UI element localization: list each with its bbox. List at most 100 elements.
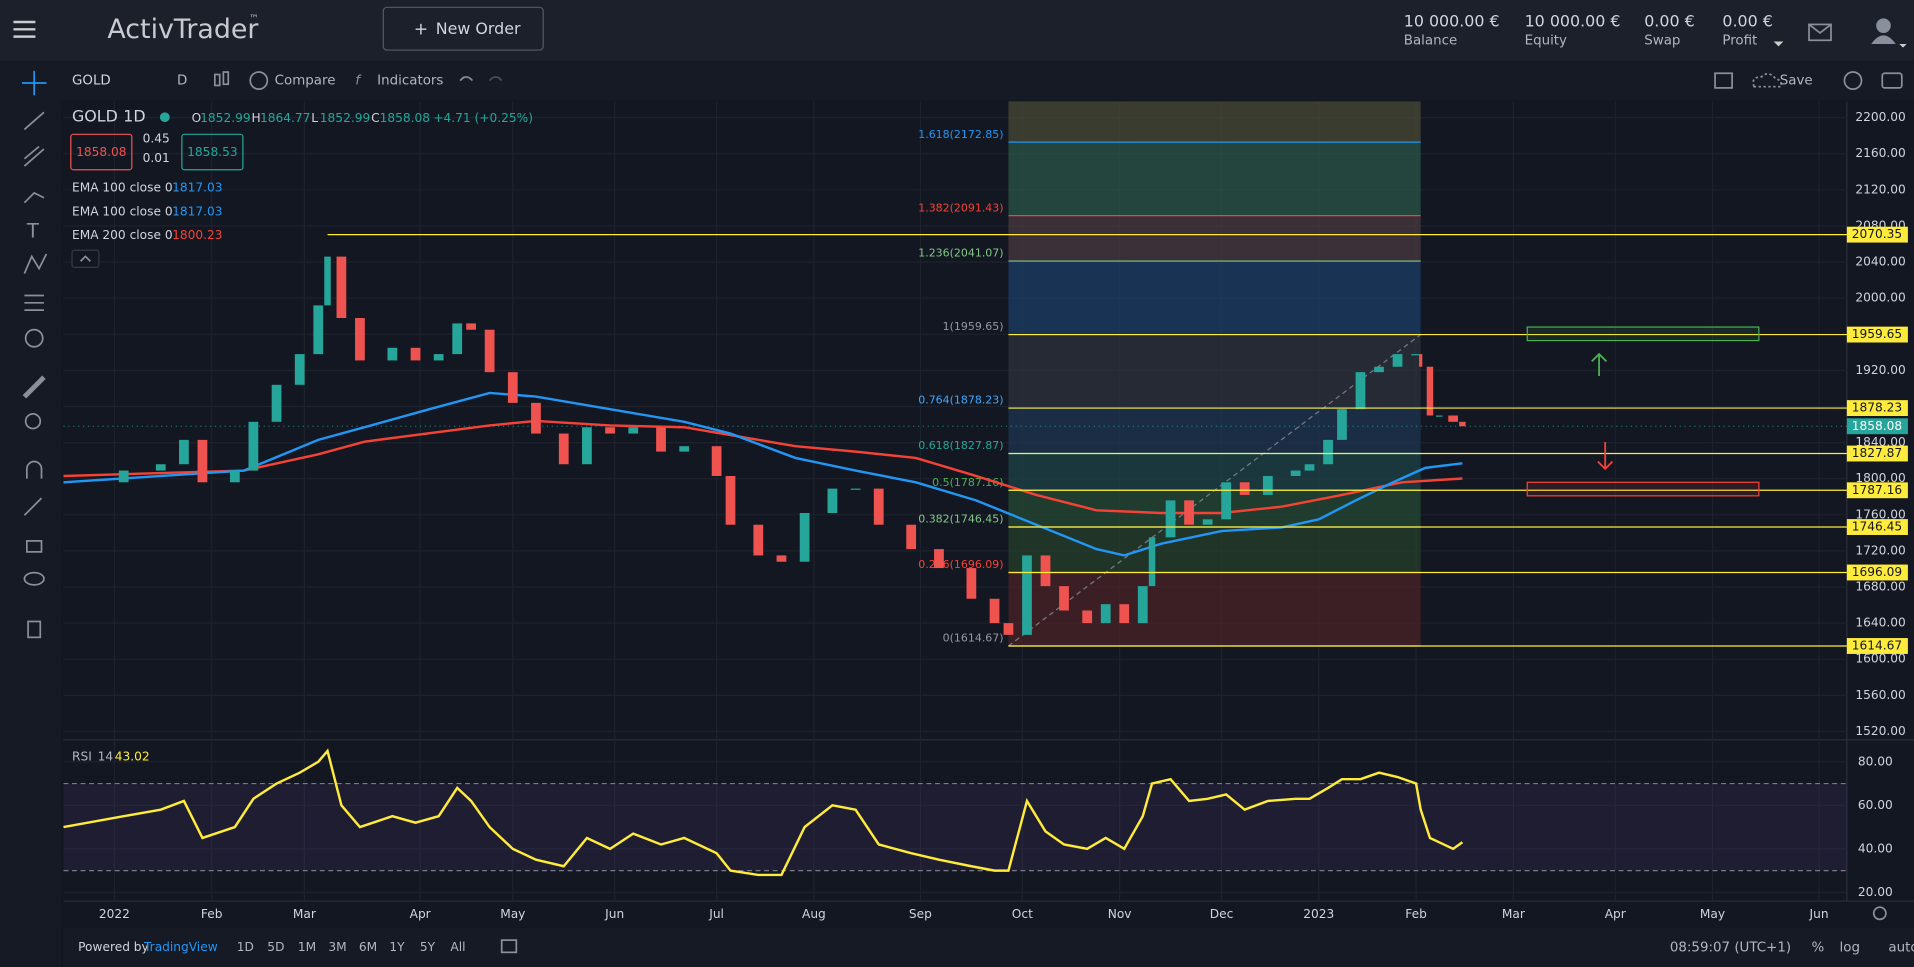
log-toggle[interactable]: log [1840, 940, 1860, 955]
price-tag [1846, 226, 1908, 243]
candle [679, 446, 690, 452]
candle [1059, 586, 1069, 611]
sell-box[interactable] [70, 133, 133, 171]
candle [336, 256, 347, 318]
new-order-button[interactable]: + New Order [382, 6, 544, 51]
interval-button[interactable]: D [177, 74, 187, 89]
x-tick-label: Nov [1108, 907, 1132, 921]
price-tag-label: 1959.65 [1852, 327, 1902, 341]
range-button[interactable]: 5D [267, 940, 284, 954]
candle [313, 305, 324, 355]
fullscreen[interactable] [1714, 72, 1733, 89]
compare-button[interactable]: Compare [275, 74, 336, 89]
redo[interactable] [488, 76, 503, 82]
candle [155, 464, 166, 471]
settings[interactable] [1843, 71, 1863, 90]
y-tick-label: 1720.00 [1855, 543, 1905, 557]
indicators-icon[interactable]: f [355, 74, 362, 89]
market-status [159, 112, 170, 123]
change: +4.71 (+0.25%) [433, 111, 533, 125]
candle [628, 427, 639, 434]
clock: 08:59:07 (UTC+1) [1670, 940, 1791, 955]
screenshot[interactable] [1881, 72, 1903, 89]
price-tag [1846, 326, 1908, 343]
compare-icon[interactable] [249, 71, 269, 90]
menu-icon[interactable] [13, 20, 36, 38]
x-tick-label: Oct [1012, 907, 1033, 921]
candle [966, 568, 977, 599]
y-tick-label: 1800.00 [1855, 471, 1905, 485]
sell-price[interactable]: 1858.08 [76, 145, 126, 159]
chart-style-icon[interactable] [213, 71, 230, 87]
avatar[interactable] [1871, 18, 1907, 48]
trademark: ™ [249, 13, 259, 24]
account-value: 10 000.00 € [1525, 11, 1621, 30]
candle [1003, 623, 1014, 635]
mail-icon[interactable] [1808, 23, 1832, 42]
spread: 0.45 [143, 132, 170, 146]
svg-text:T: T [26, 219, 39, 242]
symbol-input[interactable]: GOLD [72, 74, 111, 89]
range-button[interactable]: 1Y [389, 940, 405, 954]
tradingview-link[interactable]: TradingView [143, 940, 218, 954]
fib-label: 1.236(2041.07) [918, 247, 1003, 260]
indicators-button[interactable]: Indicators [377, 74, 443, 89]
candle [850, 488, 861, 490]
percent-toggle[interactable]: % [1811, 940, 1824, 955]
fib-label: 0(1614.67) [943, 632, 1004, 645]
fib-label: 0.236(1696.09) [918, 558, 1003, 571]
indicator-value: 1800.23 [172, 228, 222, 242]
ohlc-key: O [192, 111, 202, 125]
cloud-icon[interactable] [1752, 72, 1782, 88]
buy-price[interactable]: 1858.53 [187, 145, 237, 159]
range-button[interactable]: 6M [359, 940, 377, 954]
collapse-legend[interactable] [71, 249, 100, 269]
account-label: Balance [1404, 33, 1457, 48]
y-tick-label: 1520.00 [1855, 724, 1905, 738]
new-order-label[interactable]: New Order [436, 19, 521, 38]
range-button[interactable]: All [450, 940, 465, 954]
y-tick-label: 1840.00 [1855, 435, 1905, 449]
y-tick-label: 1560.00 [1855, 688, 1905, 702]
candle [1040, 555, 1051, 587]
indicator-value: 1817.03 [172, 204, 222, 218]
drawing-tools[interactable]: T [21, 70, 48, 639]
chart-area: 2022 Feb Mar Apr May Jun Jul Aug Sep Oct Nov Dec 202… [63, 101, 1914, 921]
rsi-band [63, 783, 1847, 871]
range-button[interactable]: 3M [328, 940, 346, 954]
undo[interactable] [459, 76, 474, 82]
buy-box[interactable] [181, 133, 244, 171]
fib-band [1008, 572, 1421, 646]
left-sidebar [0, 62, 62, 967]
candle [1323, 439, 1333, 465]
lot-size[interactable]: 0.01 [143, 151, 170, 165]
candle [1148, 537, 1156, 587]
indicator-name: EMA 200 close 0 [72, 228, 173, 242]
fib-band [1008, 453, 1421, 491]
fib-label: 1.382(2091.43) [918, 201, 1003, 214]
axis-settings[interactable] [1872, 906, 1887, 921]
candle [1262, 475, 1273, 495]
rsi-pane [63, 741, 1847, 902]
candle [179, 439, 189, 465]
date-range-icon[interactable] [500, 939, 518, 954]
candle [1337, 409, 1347, 440]
price-tag-label: 2070.35 [1852, 227, 1902, 241]
candle [1137, 586, 1148, 624]
x-tick-label: Mar [293, 907, 317, 921]
profit-dropdown[interactable] [1773, 41, 1784, 47]
ohlc-value: 1864.77 [260, 111, 310, 125]
auto-toggle[interactable]: auto [1888, 940, 1914, 955]
last-price-tag [1846, 418, 1908, 435]
x-tick-label: Jun [1809, 907, 1829, 921]
save-button[interactable]: Save [1780, 74, 1813, 89]
range-button[interactable]: 5Y [420, 940, 436, 954]
candle [725, 475, 736, 525]
range-button[interactable]: 1D [237, 940, 254, 954]
x-tick-label: May [500, 907, 525, 921]
range-button[interactable]: 1M [298, 940, 316, 954]
